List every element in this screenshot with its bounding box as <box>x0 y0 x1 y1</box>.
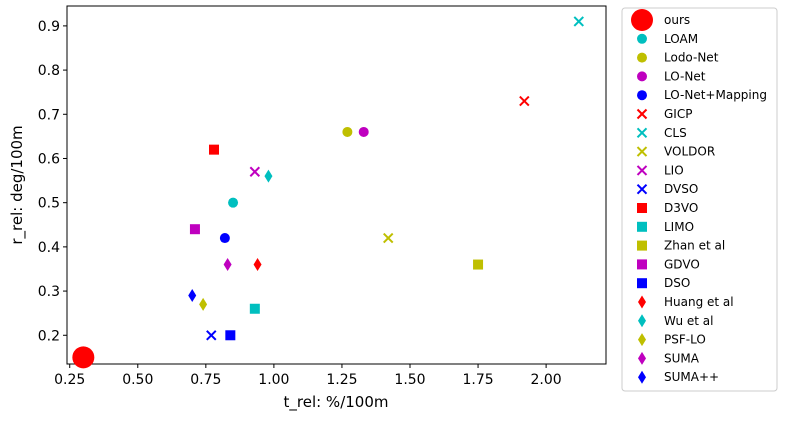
point-ours <box>72 346 95 369</box>
legend-marker-limo <box>637 221 647 232</box>
legend-label-lo-net-mapping: LO-Net+Mapping <box>664 88 767 102</box>
point-lo-net-mapping <box>219 233 230 244</box>
legend-label-suma: SUMA <box>664 351 700 365</box>
legend-marker-cls-stroke-b <box>636 127 648 139</box>
point-lo-net <box>358 126 369 137</box>
point-voldor-stroke-b <box>383 232 394 244</box>
legend-marker-gicp <box>636 108 648 120</box>
point-suma <box>223 258 232 272</box>
legend-label-zhan-et-al: Zhan et al <box>664 239 725 253</box>
legend-label-loam: LOAM <box>664 32 698 46</box>
legend-label-limo: LIMO <box>664 220 694 234</box>
point-dvso-stroke-b <box>206 330 217 341</box>
legend-label-suma-: SUMA++ <box>664 370 719 384</box>
legend-marker-lio-stroke-b <box>636 165 648 176</box>
legend-marker-loam <box>637 33 647 44</box>
legend-marker-dso <box>637 278 647 289</box>
legend-label-huang-et-al: Huang et al <box>664 295 734 309</box>
legend-label-gdvo: GDVO <box>664 257 700 271</box>
x-axis-label: t_rel: %/100m <box>284 393 389 412</box>
legend-label-voldor: VOLDOR <box>664 145 715 159</box>
x-axis: 0.25 0.50 0.75 1.00 1.25 1.50 1.75 2.00 <box>54 364 562 388</box>
legend-marker-lo-net-mapping <box>637 90 647 101</box>
y-axis-label: r_rel: deg/100m <box>8 125 27 244</box>
point-wu-et-al <box>264 169 273 183</box>
legend-label-gicp: GICP <box>664 107 692 121</box>
point-gicp <box>519 95 530 107</box>
point-cls-stroke-b <box>573 16 584 27</box>
y-tick-label: 0.6 <box>38 151 60 167</box>
legend-marker-psf-lo <box>638 333 646 347</box>
point-voldor <box>383 232 394 244</box>
legend-marker-gicp-stroke-b <box>636 108 648 120</box>
legend-marker-huang-et-al <box>638 295 646 309</box>
point-dvso <box>206 330 217 341</box>
x-tick-label: 2.00 <box>531 372 562 388</box>
point-lio <box>249 166 261 177</box>
legend-label-lodo-net: Lodo-Net <box>664 51 719 65</box>
legend-label-cls: CLS <box>664 126 687 140</box>
legend: ours LOAM Lodo-Net LO-Net LO-Net+Mapping GICP… <box>621 7 778 392</box>
point-gicp-stroke-b <box>519 95 530 107</box>
x-tick-label: 1.75 <box>462 372 493 388</box>
point-lio-stroke-b <box>249 166 261 177</box>
legend-marker-voldor <box>636 146 648 157</box>
x-tick-label: 0.75 <box>190 372 221 388</box>
legend-label-dvso: DVSO <box>664 182 698 196</box>
point-suma- <box>188 288 197 302</box>
legend-marker-lio <box>636 165 648 176</box>
legend-marker-zhan-et-al <box>637 240 647 251</box>
legend-marker-suma- <box>638 370 646 384</box>
point-psf-lo <box>199 297 208 311</box>
y-tick-label: 0.8 <box>38 63 60 79</box>
legend-marker-lo-net <box>637 71 647 82</box>
x-tick-label: 1.00 <box>258 372 289 388</box>
y-tick-label: 0.3 <box>38 284 60 300</box>
y-tick-label: 0.4 <box>38 240 60 256</box>
x-tick-label: 1.25 <box>326 372 357 388</box>
x-tick-label: 1.50 <box>394 372 425 388</box>
legend-marker-lodo-net <box>637 52 647 63</box>
y-axis: 0.2 0.3 0.4 0.5 0.6 0.7 0.8 0.9 <box>38 19 67 344</box>
legend-marker-suma <box>638 351 646 365</box>
point-loam <box>228 197 239 208</box>
y-tick-label: 0.5 <box>38 196 60 212</box>
y-tick-label: 0.9 <box>38 19 60 35</box>
legend-marker-dvso <box>636 183 648 195</box>
legend-marker-cls <box>636 127 648 139</box>
legend-label-ours: ours <box>664 13 690 27</box>
y-tick-label: 0.2 <box>38 328 60 344</box>
legend-marker-ours <box>631 9 653 31</box>
legend-label-psf-lo: PSF-LO <box>664 333 706 347</box>
plot-area-frame <box>66 5 607 365</box>
data-points <box>72 16 584 369</box>
y-tick-label: 0.7 <box>38 107 60 123</box>
legend-frame <box>621 7 778 392</box>
legend-marker-d3vo <box>637 203 647 213</box>
point-dso <box>225 330 236 341</box>
point-huang-et-al <box>253 258 262 272</box>
legend-marker-wu-et-al <box>638 314 646 328</box>
x-tick-label: 0.50 <box>122 372 153 388</box>
legend-label-lio: LIO <box>664 163 684 177</box>
point-gdvo <box>189 224 200 235</box>
legend-label-lo-net: LO-Net <box>664 69 706 83</box>
point-cls <box>573 16 584 27</box>
point-d3vo <box>209 144 219 155</box>
legend-marker-gdvo <box>637 259 647 270</box>
point-limo <box>249 303 260 314</box>
legend-marker-dvso-stroke-b <box>636 183 648 195</box>
legend-marker-voldor-stroke-b <box>636 146 648 157</box>
point-lodo-net <box>342 126 353 137</box>
x-tick-label: 0.25 <box>54 372 85 388</box>
legend-label-dso: DSO <box>664 276 690 290</box>
point-zhan-et-al <box>473 259 484 270</box>
legend-label-wu-et-al: Wu et al <box>664 314 713 328</box>
legend-label-d3vo: D3VO <box>664 201 698 215</box>
